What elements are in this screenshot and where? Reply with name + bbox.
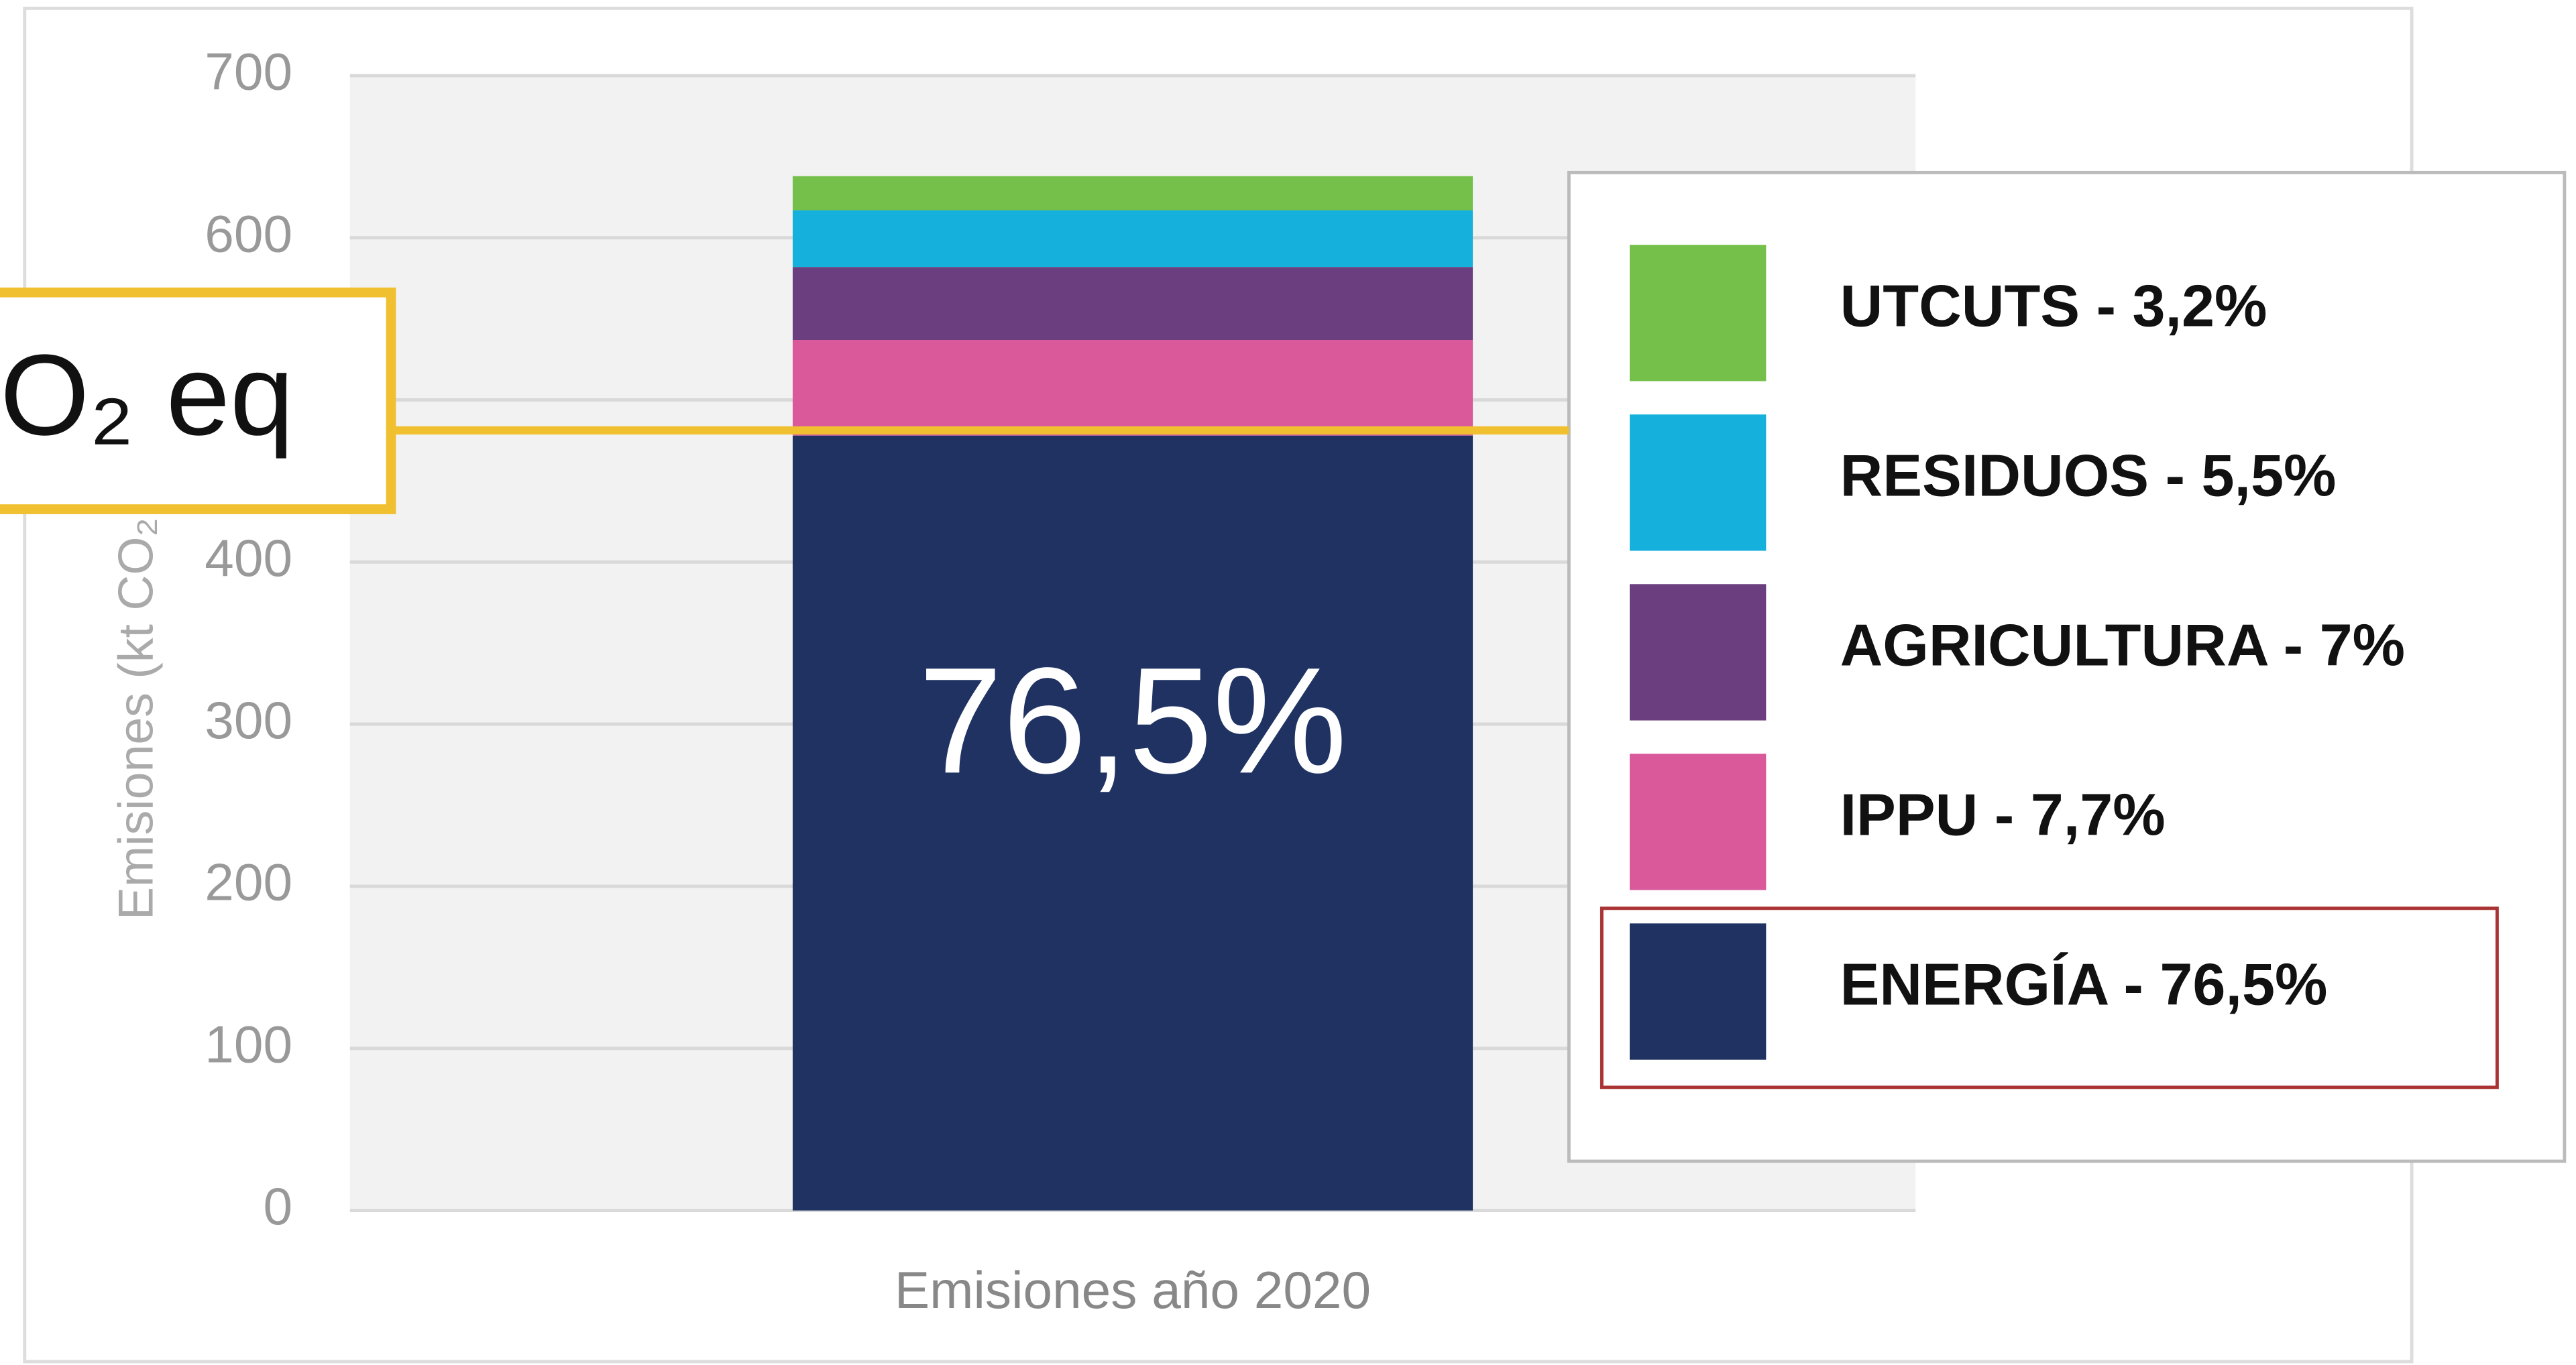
y-tick-label: 100 [205, 1014, 292, 1073]
legend-label: UTCUTS - 3,2% [1840, 272, 2267, 339]
data-label: 76,5% [919, 636, 1347, 805]
bar-segment [792, 176, 1473, 211]
legend-label: RESIDUOS - 5,5% [1840, 442, 2337, 509]
y-tick-label: 600 [205, 204, 292, 263]
y-tick-label: 700 [205, 42, 292, 101]
bar-segment [792, 210, 1473, 268]
legend-label: AGRICULTURA - 7% [1840, 612, 2406, 678]
y-tick-label: 0 [263, 1177, 292, 1236]
y-tick-label: 300 [205, 691, 292, 750]
y-tick-label: 400 [205, 528, 292, 587]
legend-swatch [1630, 584, 1767, 721]
y-tick-label: 200 [205, 853, 292, 912]
bar-segment [792, 267, 1473, 341]
legend-swatch [1630, 923, 1767, 1060]
bar-segment [792, 435, 1473, 1211]
legend-swatch [1630, 754, 1767, 890]
callout-box [0, 287, 396, 514]
legend-highlight [1600, 906, 2499, 1089]
x-tick-label: Emisiones año 2020 [895, 1260, 1371, 1319]
legend-swatch [1630, 245, 1767, 381]
bar-segment [792, 340, 1473, 436]
callout-text: O₂ eq [0, 331, 294, 459]
legend-label: ENERGÍA - 76,5% [1840, 951, 2328, 1018]
legend-label: IPPU - 7,7% [1840, 782, 2166, 848]
legend-swatch [1630, 414, 1767, 551]
